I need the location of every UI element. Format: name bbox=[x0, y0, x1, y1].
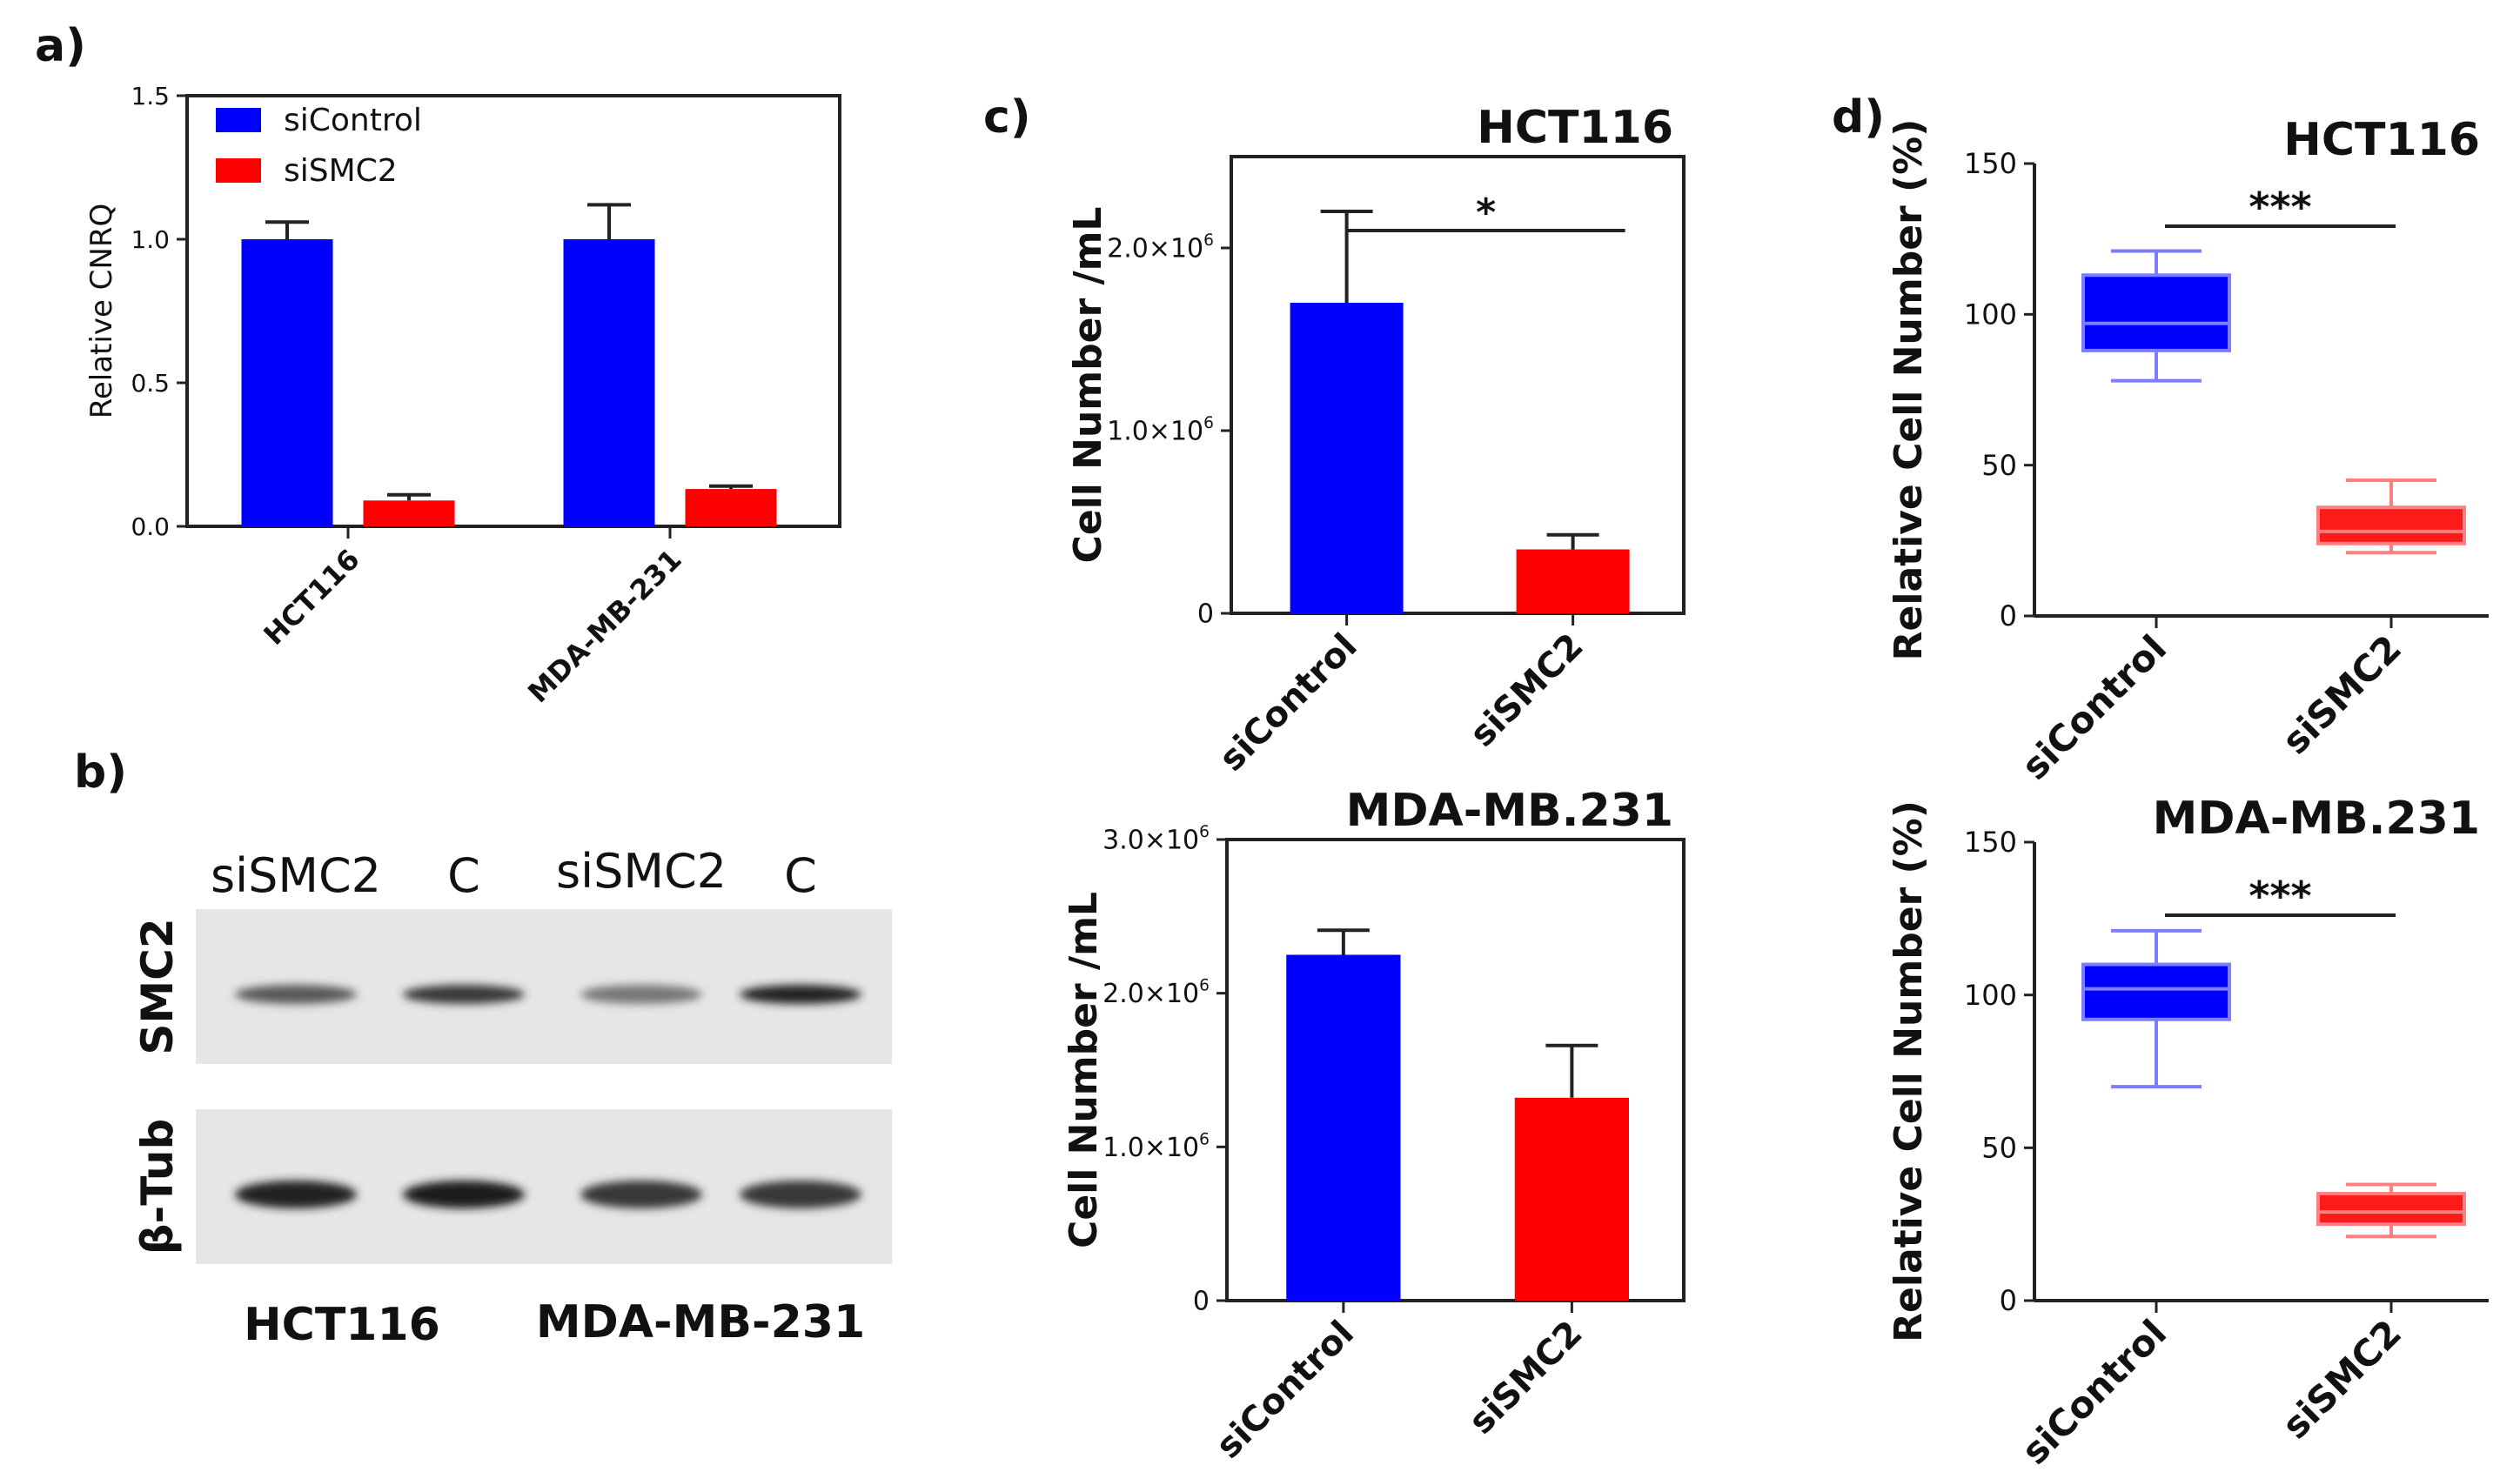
significance-marker: *** bbox=[2249, 873, 2311, 920]
legend-swatch-sicontrol bbox=[216, 108, 261, 132]
cell-line-label-1: HCT116 bbox=[244, 1299, 440, 1351]
lane-label-3: siSMC2 bbox=[556, 844, 727, 899]
band-tub-lane-1 bbox=[235, 1181, 357, 1208]
y-tick-label: 0 bbox=[2000, 599, 2017, 632]
y-tick-label: 3.0×106 bbox=[1102, 823, 1210, 856]
panel-label-b: b) bbox=[74, 746, 127, 799]
panel-label-c: c) bbox=[983, 91, 1031, 144]
band-smc2-lane-2 bbox=[403, 985, 525, 1004]
y-tick-label: 50 bbox=[1981, 1132, 2017, 1165]
y-axis-title: Relative Cell Number (%) bbox=[1887, 800, 1931, 1342]
western-blot: siSMC2 C siSMC2 C SMC2 β-Tub HCT116 MDA-… bbox=[132, 844, 892, 1351]
band-smc2-lane-1 bbox=[235, 985, 357, 1004]
y-tick-label: 1.5 bbox=[131, 82, 170, 110]
bar-sismc2-hct116 bbox=[363, 500, 455, 526]
cell-line-label-2: MDA-MB-231 bbox=[536, 1296, 865, 1348]
legend-label-sismc2: siSMC2 bbox=[284, 153, 398, 189]
bar-sicontrol bbox=[1286, 954, 1401, 1301]
lane-label-2: C bbox=[447, 848, 480, 903]
y-tick-label: 2.0×106 bbox=[1102, 977, 1210, 1010]
blot-row-label-smc2: SMC2 bbox=[132, 918, 183, 1054]
legend-label-sicontrol: siControl bbox=[284, 103, 422, 138]
y-tick-label: 150 bbox=[1964, 826, 2017, 859]
band-tub-lane-2 bbox=[403, 1181, 525, 1208]
bar-sicontrol-hct116 bbox=[241, 239, 333, 526]
bar-sismc2-mda-mb-231 bbox=[685, 489, 777, 526]
panel-label-d: d) bbox=[1832, 91, 1885, 144]
bar-sismc2 bbox=[1514, 1097, 1629, 1301]
bar-sicontrol-mda-mb-231 bbox=[563, 239, 655, 526]
y-tick-label: 100 bbox=[1964, 979, 2017, 1012]
y-tick-label: 2.0×106 bbox=[1107, 231, 1214, 264]
plot-frame bbox=[1230, 155, 1686, 615]
y-tick-label: 100 bbox=[1964, 298, 2017, 331]
box-sismc2 bbox=[2316, 1192, 2466, 1227]
chart-title: MDA-MB.231 bbox=[2153, 793, 2480, 845]
blot-row-label-btub: β-Tub bbox=[132, 1119, 183, 1255]
y-tick-label: 1.0 bbox=[131, 225, 170, 254]
band-tub-lane-4 bbox=[740, 1181, 861, 1208]
y-tick-label: 1.0×106 bbox=[1102, 1130, 1210, 1163]
panel-label-a: a) bbox=[35, 20, 86, 72]
y-axis-title: Cell Number /mL bbox=[1066, 207, 1110, 564]
lane-label-1: siSMC2 bbox=[211, 848, 381, 903]
bar-sicontrol bbox=[1290, 303, 1404, 613]
y-tick-label: 0.5 bbox=[131, 369, 170, 398]
significance-marker: * bbox=[1476, 191, 1496, 235]
y-tick-label: 0 bbox=[1197, 599, 1214, 630]
plot-frame bbox=[185, 94, 841, 528]
band-tub-lane-3 bbox=[580, 1181, 702, 1208]
box-sicontrol bbox=[2081, 962, 2231, 1021]
y-tick-label: 1.0×106 bbox=[1107, 414, 1214, 447]
y-axis-title: Relative CNRQ bbox=[84, 204, 119, 418]
y-tick-label: 0 bbox=[1193, 1287, 1210, 1317]
chart-title: HCT116 bbox=[2283, 114, 2480, 166]
blot-bands bbox=[235, 985, 861, 1208]
significance-marker: *** bbox=[2249, 184, 2311, 231]
legend-swatch-sismc2 bbox=[216, 158, 261, 183]
y-axis-title: Relative Cell Number (%) bbox=[1887, 119, 1931, 661]
y-tick-label: 0.0 bbox=[131, 512, 170, 541]
band-smc2-lane-3 bbox=[580, 985, 702, 1004]
y-axis-title: Cell Number /mL bbox=[1062, 892, 1106, 1248]
box-sismc2 bbox=[2316, 505, 2466, 545]
box-sicontrol bbox=[2081, 273, 2231, 352]
band-smc2-lane-4 bbox=[740, 985, 861, 1004]
bar-sismc2 bbox=[1516, 549, 1630, 613]
y-tick-label: 50 bbox=[1981, 449, 2017, 482]
y-tick-label: 150 bbox=[1964, 147, 2017, 180]
y-tick-label: 0 bbox=[2000, 1284, 2017, 1317]
lane-label-4: C bbox=[784, 848, 817, 903]
plot-frame bbox=[1225, 838, 1686, 1302]
chart-title: MDA-MB.231 bbox=[1346, 785, 1673, 837]
chart-title: HCT116 bbox=[1477, 102, 1673, 154]
